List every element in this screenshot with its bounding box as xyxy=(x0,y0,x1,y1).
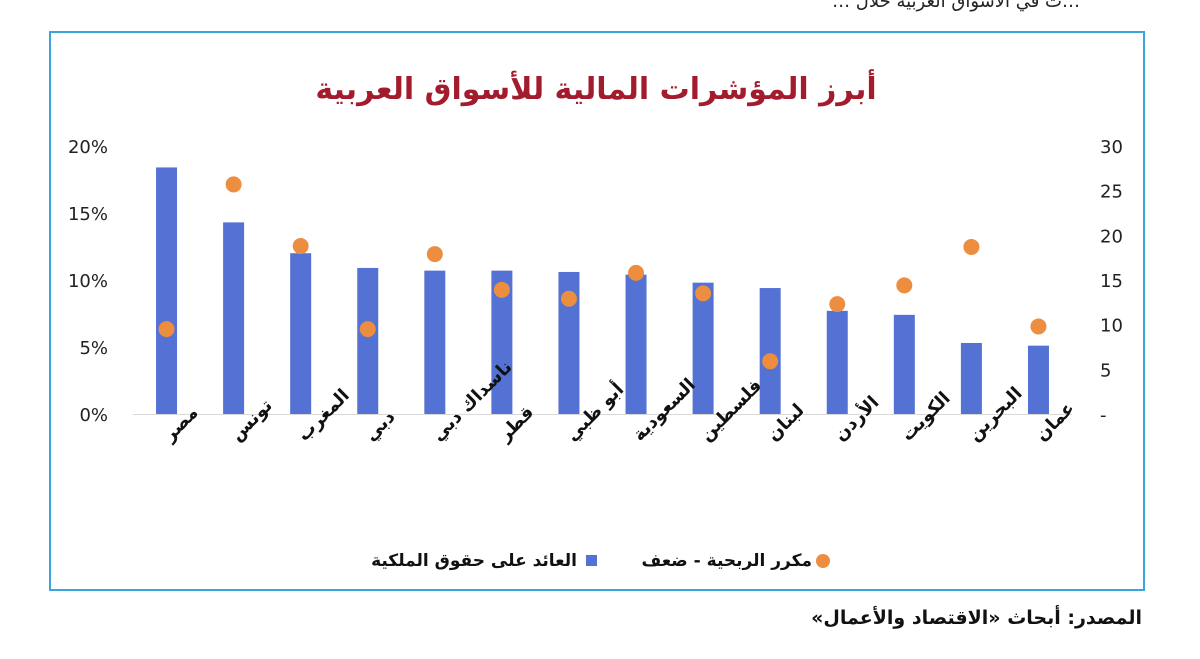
scatter-point xyxy=(695,285,712,302)
bar xyxy=(290,253,312,414)
scatter-point xyxy=(225,176,242,193)
y-right-tick-label: - xyxy=(1100,405,1107,426)
y-right-tick-label: 20 xyxy=(1100,226,1123,247)
bar xyxy=(893,314,915,414)
bar xyxy=(558,271,580,414)
bar xyxy=(357,267,379,414)
scatter-point xyxy=(292,238,309,255)
bar xyxy=(692,282,714,414)
y-right-tick-label: 10 xyxy=(1100,316,1123,337)
scatter-point xyxy=(762,353,779,370)
chart-title: أبرز المؤشرات المالية للأسواق العربية xyxy=(315,69,876,107)
scatter-point xyxy=(896,277,913,294)
scatter-point xyxy=(963,238,980,255)
y-left-tick-label: 5% xyxy=(79,338,108,359)
scatter-point xyxy=(426,246,443,263)
scatter-point xyxy=(1030,318,1047,335)
bar xyxy=(1027,345,1049,414)
source-note: المصدر: أبحاث «الاقتصاد والأعمال» xyxy=(811,607,1142,629)
y-left-tick-label: 10% xyxy=(68,271,108,292)
scatter-point xyxy=(829,296,846,313)
header-fragment-strip: …ت في الأسواق العربية خلال … xyxy=(0,0,1200,12)
legend-bar-label: العائد على حقوق الملكية xyxy=(371,551,577,571)
scatter-point xyxy=(560,290,577,307)
bar xyxy=(491,270,513,414)
y-left-tick-label: 20% xyxy=(68,137,108,158)
header-fragment-text: …ت في الأسواق العربية خلال … xyxy=(832,0,1080,12)
scatter-point xyxy=(628,264,645,281)
bar xyxy=(826,310,848,414)
scatter-point xyxy=(158,321,175,338)
bar xyxy=(625,274,647,414)
bar xyxy=(156,167,178,414)
y-right-tick-label: 30 xyxy=(1100,137,1123,158)
legend-bar-swatch xyxy=(586,555,597,566)
scatter-point xyxy=(493,281,510,298)
y-right-tick-label: 5 xyxy=(1100,360,1111,381)
bar xyxy=(960,342,982,414)
legend-dot-swatch xyxy=(816,554,830,568)
scatter-point xyxy=(359,321,376,338)
bar xyxy=(223,222,245,414)
y-left-tick-label: 0% xyxy=(79,405,108,426)
legend-dot-label: مكرر الربحية - ضعف xyxy=(641,551,812,571)
y-right-tick-label: 25 xyxy=(1100,182,1123,203)
bar xyxy=(424,270,446,414)
y-left-tick-label: 15% xyxy=(68,204,108,225)
bar xyxy=(759,288,781,414)
y-right-tick-label: 15 xyxy=(1100,271,1123,292)
